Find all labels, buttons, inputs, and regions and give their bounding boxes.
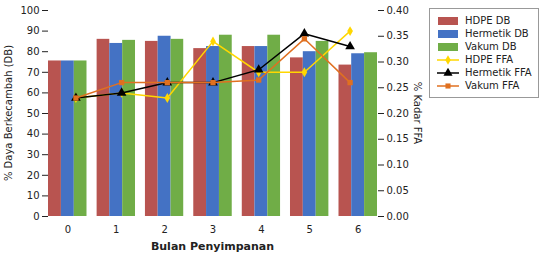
svg-text:1: 1 bbox=[113, 224, 119, 235]
svg-text:0.40: 0.40 bbox=[387, 5, 409, 16]
svg-text:90: 90 bbox=[27, 25, 40, 36]
svg-text:80: 80 bbox=[27, 46, 40, 57]
svg-text:0.15: 0.15 bbox=[387, 133, 409, 144]
svg-text:0.00: 0.00 bbox=[387, 211, 409, 222]
svg-text:0.20: 0.20 bbox=[387, 108, 409, 119]
svg-text:6: 6 bbox=[355, 224, 361, 235]
svg-text:0.30: 0.30 bbox=[387, 56, 409, 67]
svg-text:0.25: 0.25 bbox=[387, 82, 409, 93]
svg-text:50: 50 bbox=[27, 108, 40, 119]
svg-text:30: 30 bbox=[27, 149, 40, 160]
svg-text:3: 3 bbox=[210, 224, 216, 235]
svg-text:100: 100 bbox=[20, 5, 39, 16]
svg-text:2: 2 bbox=[161, 224, 167, 235]
svg-text:60: 60 bbox=[27, 87, 40, 98]
html-text:Hermetik FFA: Hermetik FFA bbox=[465, 67, 532, 78]
svg-text:0.05: 0.05 bbox=[387, 185, 409, 196]
svg-text:10: 10 bbox=[27, 190, 40, 201]
html-text:% Daya Berkecambah (DB): % Daya Berkecambah (DB) bbox=[2, 44, 14, 182]
svg-text:0.10: 0.10 bbox=[387, 159, 409, 170]
svg-text:0: 0 bbox=[65, 224, 71, 235]
html-text:HDPE DB: HDPE DB bbox=[465, 15, 511, 26]
svg-text:0.35: 0.35 bbox=[387, 30, 409, 41]
svg-text:5: 5 bbox=[307, 224, 313, 235]
html-text:Hermetik DB: Hermetik DB bbox=[465, 28, 529, 39]
svg-text:40: 40 bbox=[27, 128, 40, 139]
html-text:Vakum DB: Vakum DB bbox=[465, 41, 517, 52]
svg-text:0: 0 bbox=[33, 211, 39, 222]
svg-text:70: 70 bbox=[27, 67, 40, 78]
svg-text:4: 4 bbox=[258, 224, 264, 235]
html-text:Bulan Penyimpanan: Bulan Penyimpanan bbox=[150, 240, 275, 253]
svg-text:20: 20 bbox=[27, 170, 40, 181]
html-text:Vakum FFA: Vakum FFA bbox=[465, 80, 520, 91]
html-text:% Kadar FFA: % Kadar FFA bbox=[411, 81, 423, 145]
html-text:HDPE FFA: HDPE FFA bbox=[465, 54, 514, 65]
